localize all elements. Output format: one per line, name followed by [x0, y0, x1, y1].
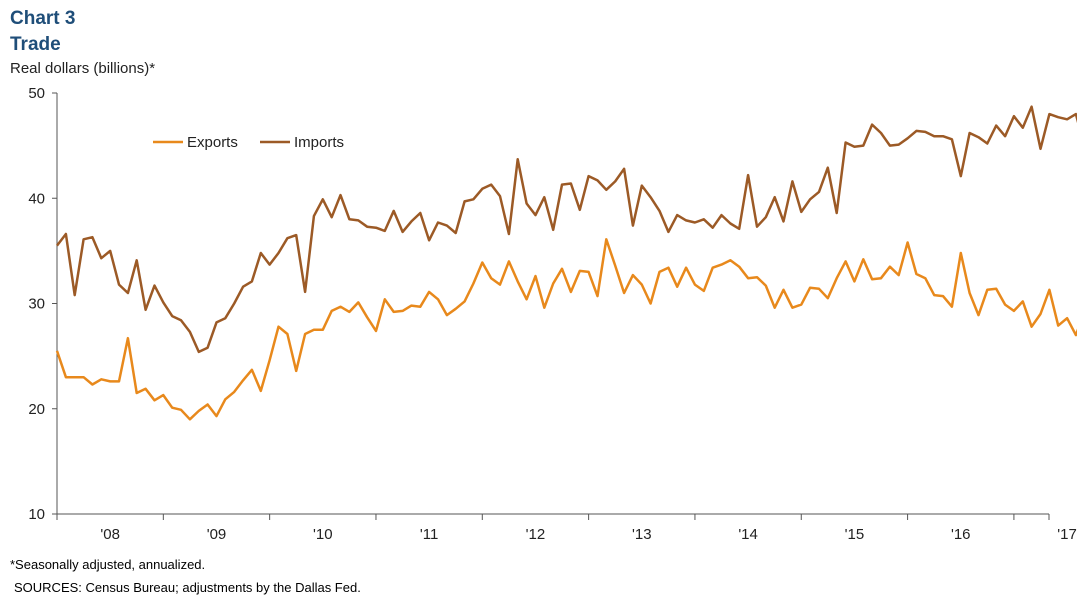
y-tick-labels: 10 20 30 40 50 — [28, 85, 45, 523]
legend-label-imports: Imports — [294, 134, 344, 151]
chart-axes — [52, 92, 1050, 520]
y-tick-label: 20 — [28, 401, 45, 418]
series-lines — [55, 105, 1077, 421]
chart-legend: Exports Imports — [153, 134, 344, 151]
x-tick-label: '08 — [100, 526, 120, 543]
series-line-exports — [55, 238, 1077, 421]
y-tick-label: 30 — [28, 296, 45, 313]
x-tick-label: '14 — [738, 526, 758, 543]
x-tick-label: '10 — [313, 526, 333, 543]
sources-note: SOURCES: Census Bureau; adjustments by t… — [14, 580, 361, 595]
series-line-imports — [56, 105, 1077, 354]
y-axis-unit-label: Real dollars (billions)* — [10, 60, 156, 77]
y-tick-label: 40 — [28, 190, 45, 207]
chart-number: Chart 3 — [10, 8, 76, 29]
x-tick-labels: '08 '09 '10 '11 '12 '13 '14 '15 '16 '17 — [100, 526, 1076, 543]
x-tick-label: '15 — [845, 526, 865, 543]
y-tick-label: 50 — [28, 85, 45, 102]
y-tick-label: 10 — [28, 506, 45, 523]
legend-label-exports: Exports — [187, 134, 238, 151]
x-tick-label: '09 — [207, 526, 227, 543]
x-tick-label: '11 — [420, 526, 438, 543]
x-tick-label: '16 — [951, 526, 971, 543]
x-tick-label: '17 — [1057, 526, 1077, 543]
chart-title: Trade — [10, 34, 61, 55]
x-tick-label: '13 — [632, 526, 652, 543]
x-tick-label: '12 — [526, 526, 546, 543]
footnote: *Seasonally adjusted, annualized. — [10, 557, 206, 572]
